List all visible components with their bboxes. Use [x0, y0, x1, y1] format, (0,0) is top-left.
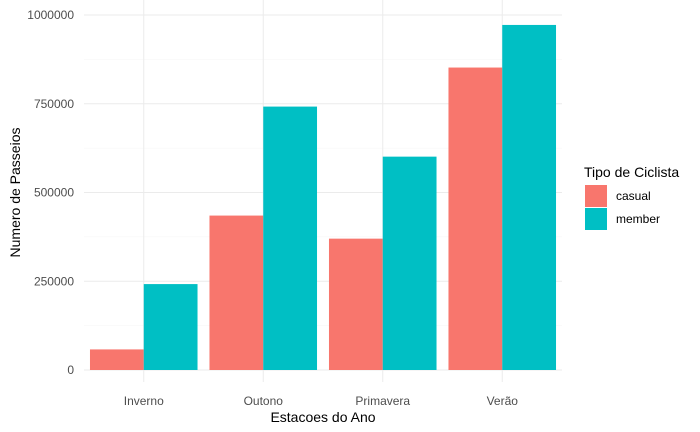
legend-key-casual	[585, 185, 607, 207]
bar-member-3	[502, 24, 557, 370]
bars	[89, 24, 557, 370]
bar-casual-2	[328, 238, 383, 370]
legend-key-member	[585, 208, 607, 230]
x-tick-label: Inverno	[124, 394, 164, 408]
y-tick-label: 250000	[34, 274, 74, 288]
y-tick-label: 750000	[34, 97, 74, 111]
y-tick-label: 1000000	[27, 8, 74, 22]
y-tick-label: 0	[67, 363, 74, 377]
x-tick-labels: Inverno Outono Primavera Verão	[124, 394, 519, 408]
x-tick-label: Primavera	[355, 394, 410, 408]
y-tick-labels: 0 250000 500000 750000 1000000	[27, 8, 74, 377]
x-axis-title: Estacoes do Ano	[270, 409, 375, 425]
bar-casual-3	[448, 67, 503, 370]
bar-casual-0	[89, 349, 144, 370]
bar-member-0	[143, 284, 198, 370]
legend-label-casual: casual	[616, 189, 651, 203]
y-axis-title: Numero de Passeios	[7, 128, 23, 258]
x-tick-label: Outono	[244, 394, 284, 408]
bar-member-2	[382, 156, 437, 370]
y-tick-label: 500000	[34, 186, 74, 200]
bar-member-1	[263, 106, 318, 370]
bar-casual-1	[209, 215, 264, 370]
x-tick-label: Verão	[487, 394, 519, 408]
legend-label-member: member	[616, 212, 660, 226]
legend: Tipo de Ciclista casual member	[584, 164, 679, 230]
legend-title: Tipo de Ciclista	[584, 164, 679, 180]
